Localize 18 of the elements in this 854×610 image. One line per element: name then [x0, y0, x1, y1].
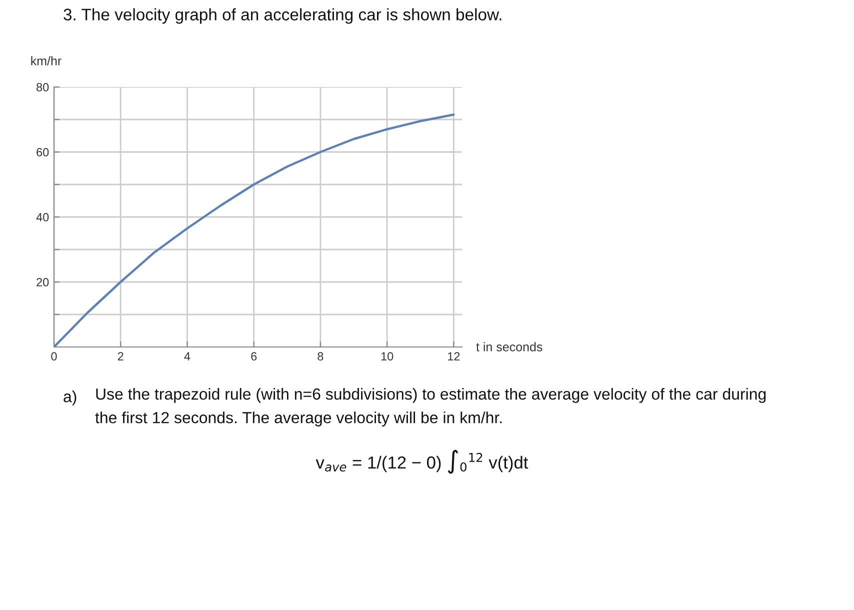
x-tick-label: 10	[381, 352, 394, 361]
y-axis-title: km/hr	[31, 56, 62, 66]
x-tick-label: 6	[251, 352, 257, 361]
text: Use the trapezoid rule (with n=6 subdivisions) to estimate the average velocity of the car during the first 12 seconds. The average velocity will be in km/hr.	[95, 388, 766, 426]
y-tick-label: 20	[36, 278, 49, 286]
x-axis-title: t in seconds	[476, 342, 542, 352]
y-tick-label: 60	[36, 148, 49, 156]
x-tick-label: 0	[51, 352, 57, 361]
line-series	[54, 114, 455, 347]
x-tick-label: 8	[318, 352, 324, 361]
x-tick-label: 4	[184, 352, 190, 360]
chart-title: 3. The velocity graph of an accelerating car is shown below.	[64, 8, 502, 24]
y-tick-label: 40	[36, 213, 49, 222]
x-tick-label: 12	[448, 352, 460, 360]
x-tick-label: 2	[118, 352, 124, 360]
y-tick-label: 80	[36, 83, 49, 92]
text: a)	[64, 390, 76, 406]
text: v$_{ave}$ = 1/(12 − 0) ∫$_{0}$$^{12}$ v(t)dt	[316, 450, 528, 474]
